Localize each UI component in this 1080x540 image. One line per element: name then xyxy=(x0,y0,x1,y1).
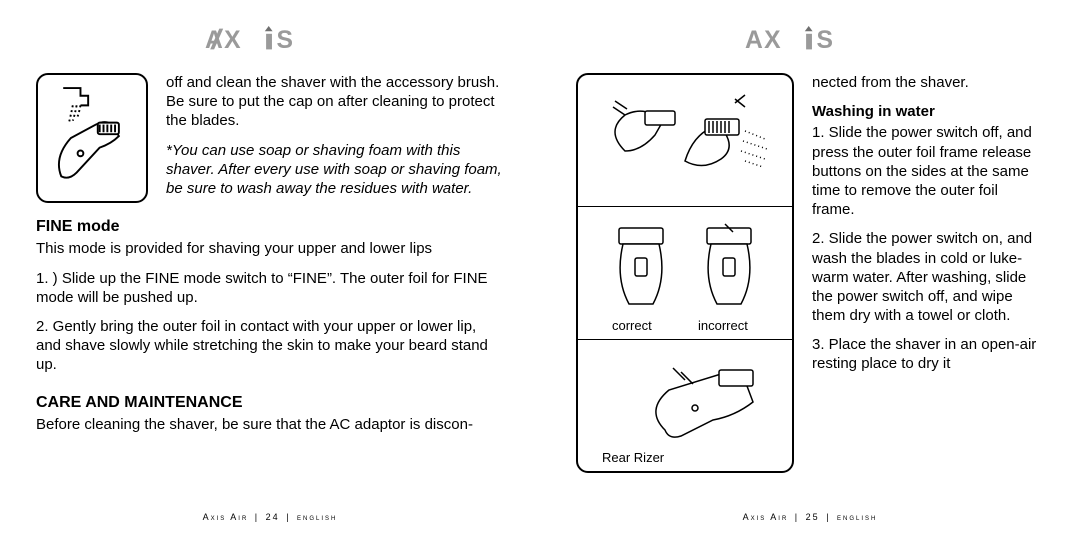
fine-step-2: 2. Gently bring the outer foil in contac… xyxy=(36,317,504,375)
left-content: off and clean the shaver with the access… xyxy=(36,73,504,512)
illustration-panels: correct incorrect Rear Rizer xyxy=(576,73,794,473)
label-incorrect: incorrect xyxy=(698,318,748,333)
right-text-column: nected from the shaver. Washing in water… xyxy=(812,73,1044,473)
footer-left: Axis Air | 24 | english xyxy=(36,512,504,522)
care-heading: CARE AND MAINTENANCE xyxy=(36,393,504,413)
svg-text:S: S xyxy=(277,27,295,54)
intro-paragraph: off and clean the shaver with the access… xyxy=(166,73,504,131)
footer-product: Axis Air xyxy=(203,512,249,522)
fine-mode-intro: This mode is provided for shaving your u… xyxy=(36,239,504,258)
disconnected-cont: nected from the shaver. xyxy=(812,73,1044,92)
axis-logo-icon: AX S xyxy=(205,24,335,54)
wash-step-2: 2. Slide the power switch on, and wash t… xyxy=(812,229,1044,325)
panel-correct-incorrect: correct incorrect xyxy=(578,206,792,338)
svg-text:AX: AX xyxy=(745,27,782,54)
right-content: correct incorrect Rear Rizer xyxy=(576,73,1044,512)
footer-right: Axis Air | 25 | english xyxy=(576,512,1044,522)
brand-logo: AX S xyxy=(36,24,504,59)
brand-logo: AX S xyxy=(576,24,1044,59)
axis-logo-icon: AX S xyxy=(745,24,875,54)
left-intro-column: off and clean the shaver with the access… xyxy=(166,73,504,203)
footer-language: english xyxy=(837,512,877,522)
panel-rear-rizer: Rear Rizer xyxy=(578,339,792,471)
rear-rizer-icon xyxy=(585,350,785,460)
label-correct: correct xyxy=(612,318,652,333)
footer-product: Axis Air xyxy=(743,512,789,522)
care-intro: Before cleaning the shaver, be sure that… xyxy=(36,415,504,434)
wash-step-1: 1. Slide the power switch off, and press… xyxy=(812,123,1044,219)
label-rear-rizer: Rear Rizer xyxy=(602,450,664,465)
washing-heading: Washing in water xyxy=(812,102,1044,121)
svg-text:AX: AX xyxy=(205,27,242,54)
wash-step-3: 3. Place the shaver in an open-air resti… xyxy=(812,335,1044,373)
correct-incorrect-icon xyxy=(585,218,785,328)
panel-brush xyxy=(578,75,792,206)
illustration-tap-shaver xyxy=(36,73,148,203)
footer-page-number: 25 xyxy=(806,512,820,522)
soap-note: *You can use soap or shaving foam with t… xyxy=(166,141,504,199)
fine-step-1: 1. ) Slide up the FINE mode switch to “F… xyxy=(36,269,504,307)
fine-mode-heading: FINE mode xyxy=(36,217,504,237)
svg-text:S: S xyxy=(817,27,835,54)
footer-language: english xyxy=(297,512,337,522)
page-left: AX S xyxy=(0,0,540,540)
page-right: AX S xyxy=(540,0,1080,540)
brush-clean-icon xyxy=(585,81,785,201)
tap-shaver-icon xyxy=(44,80,140,196)
footer-page-number: 24 xyxy=(266,512,280,522)
